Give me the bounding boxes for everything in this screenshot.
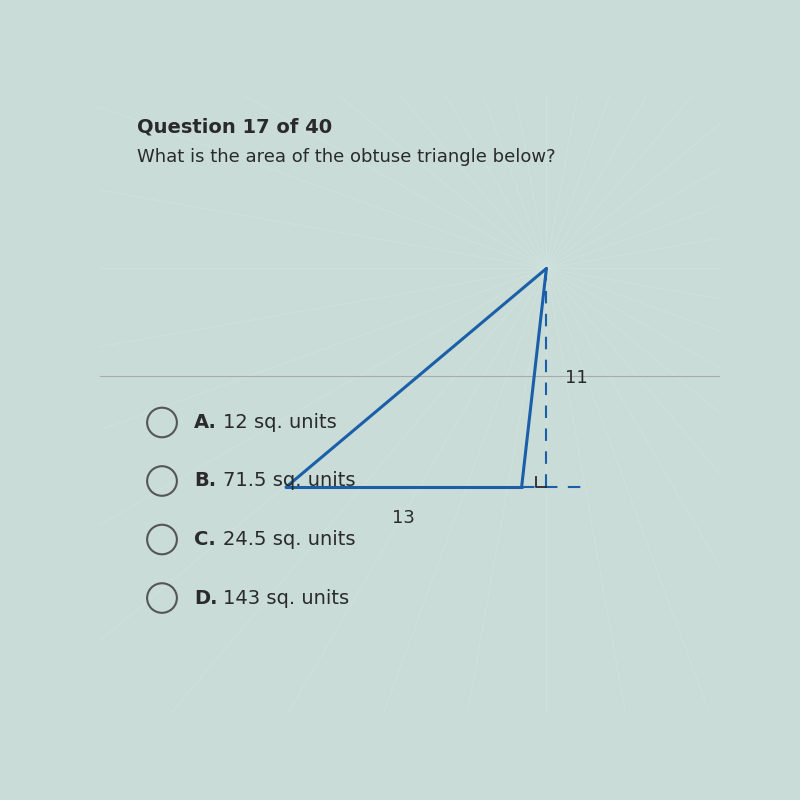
Text: Question 17 of 40: Question 17 of 40 bbox=[138, 118, 332, 137]
Text: 12 sq. units: 12 sq. units bbox=[223, 413, 337, 432]
Text: C.: C. bbox=[194, 530, 216, 549]
Text: B.: B. bbox=[194, 471, 216, 490]
Text: 71.5 sq. units: 71.5 sq. units bbox=[223, 471, 356, 490]
Text: A.: A. bbox=[194, 413, 217, 432]
Text: 13: 13 bbox=[392, 509, 415, 526]
Text: What is the area of the obtuse triangle below?: What is the area of the obtuse triangle … bbox=[138, 148, 556, 166]
Text: D.: D. bbox=[194, 589, 218, 607]
Text: 11: 11 bbox=[565, 369, 588, 387]
Text: 24.5 sq. units: 24.5 sq. units bbox=[223, 530, 356, 549]
Text: 143 sq. units: 143 sq. units bbox=[223, 589, 350, 607]
